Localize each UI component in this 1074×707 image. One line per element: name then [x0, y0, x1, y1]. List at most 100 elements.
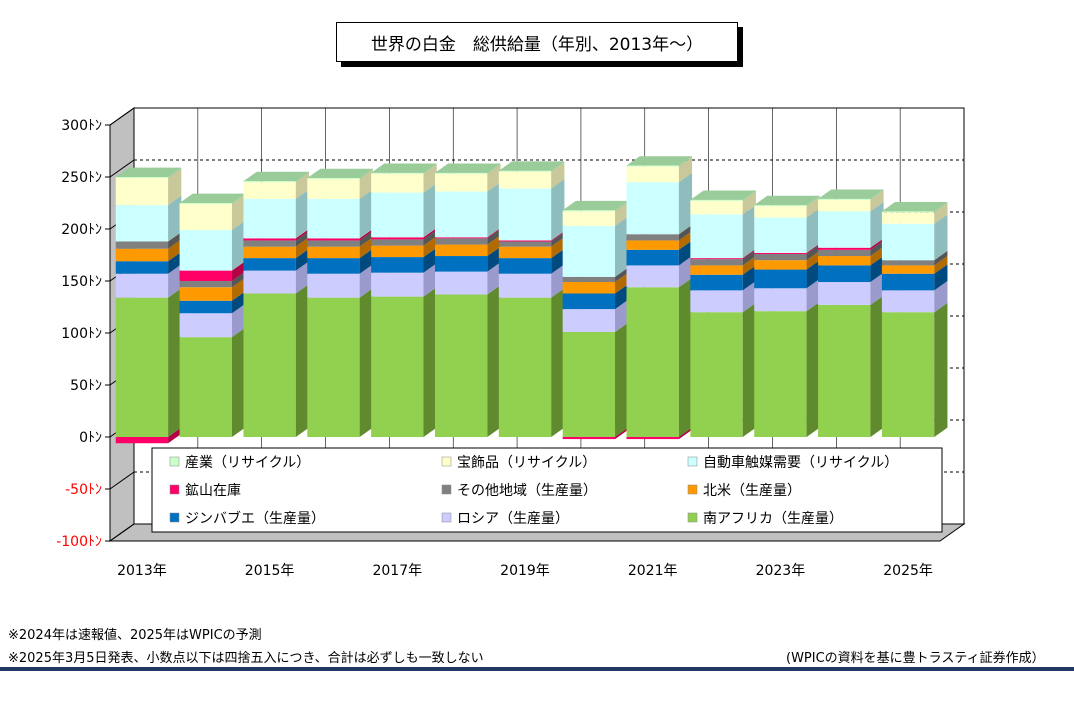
bar-segment: [243, 246, 296, 259]
bar-segment-side: [231, 194, 246, 231]
bar-segment: [371, 173, 424, 193]
bar-segment-side: [551, 161, 565, 172]
bar-segment: [434, 238, 488, 245]
bar-top: [179, 193, 246, 203]
bar-segment: [115, 437, 169, 444]
bar-segment-side: [168, 288, 182, 437]
bar-segment-side: [295, 248, 309, 271]
bar-segment: [371, 237, 424, 240]
bar-segment-side: [423, 164, 437, 193]
bar-segment-side: [295, 189, 309, 239]
bar-segment-side: [231, 271, 246, 288]
gridline-side: [109, 523, 135, 542]
gridline-side: [109, 107, 135, 126]
bar-segment-side: [615, 427, 629, 440]
bar-segment: [754, 288, 807, 312]
legend-label: 南アフリカ（生産量）: [703, 511, 843, 527]
bar-segment: [434, 244, 488, 257]
bar-segment: [243, 293, 296, 437]
bar-segment: [243, 240, 296, 247]
bar-segment: [881, 312, 935, 437]
bar-segment-side: [295, 171, 309, 183]
bar-segment-side: [231, 193, 246, 205]
bar-segment-side: [487, 229, 501, 245]
bar-segment-side: [806, 196, 820, 218]
bar-segment-side: [870, 238, 884, 250]
footnote-2: ※2025年3月5日発表、小数点以下は四捨五入につき、合計は必ずしも一致しない: [8, 651, 484, 666]
bar-segment-side: [423, 236, 437, 258]
bar-segment-side: [742, 302, 756, 437]
bar-segment-side: [806, 301, 820, 437]
footnote-1: ※2024年は速報値、2025年はWPICの予測: [8, 628, 262, 643]
bar-segment-side: [870, 240, 884, 257]
bar-segment: [371, 192, 424, 238]
bar-segment: [434, 294, 488, 437]
bar-segment: [562, 309, 616, 332]
bar-segment: [115, 177, 169, 179]
bar-segment-side: [615, 284, 629, 310]
gridline-side: [109, 471, 135, 490]
y-tick-label: 100ﾄﾝ: [61, 326, 102, 342]
legend-label: その他地域（生産量）: [457, 483, 597, 499]
bar-segment-side: [487, 227, 501, 239]
bar-segment-side: [359, 189, 373, 239]
bar-segment: [115, 178, 169, 206]
bar-segment: [371, 239, 424, 246]
bar-segment-side: [678, 172, 693, 235]
bar-segment: [179, 287, 232, 301]
legend-label: 鉱山在庫: [185, 482, 241, 499]
bar-segment: [754, 269, 807, 289]
bar-segment-side: [423, 227, 437, 240]
legend-label: 自動車触媒需要（リサイクル）: [703, 454, 898, 471]
bar-segment: [307, 178, 360, 180]
bar-segment-side: [231, 277, 246, 301]
bar-segment-side: [168, 264, 182, 298]
x-tick-label: 2019年: [500, 563, 550, 579]
bar-segment-side: [168, 195, 182, 242]
bar-segment: [115, 241, 169, 249]
bar-segment: [626, 234, 679, 241]
bar-segment-side: [806, 195, 820, 207]
bar-segment: [690, 199, 743, 201]
bar-segment: [371, 172, 424, 174]
bar-segment-side: [806, 278, 820, 312]
y-tick-label: 0ﾄﾝ: [79, 430, 102, 446]
bar-segment-side: [359, 264, 373, 298]
bar-segment-side: [231, 291, 246, 314]
bar-segment: [562, 276, 616, 283]
bar-segment-side: [487, 163, 501, 174]
bar-segment-side: [487, 182, 501, 238]
bar-segment: [498, 246, 552, 259]
bar-segment: [626, 249, 679, 266]
bar-segment-side: [934, 302, 948, 437]
bar-segment-side: [359, 231, 373, 247]
bar-segment: [434, 237, 488, 239]
bar-segment: [818, 247, 871, 250]
bar-top: [881, 201, 948, 212]
bar-segment: [179, 300, 232, 314]
bar-segment: [179, 337, 232, 437]
bar-segment: [626, 165, 679, 167]
bar-segment-side: [742, 256, 756, 275]
bar-segment-side: [168, 167, 182, 179]
bar-segment-side: [168, 251, 182, 274]
bar-segment-side: [678, 224, 693, 241]
bar-segment: [754, 260, 807, 270]
bar-segment-side: [359, 169, 373, 199]
y-tick-label: 250ﾄﾝ: [61, 170, 102, 186]
bar-segment: [307, 198, 360, 239]
bar-segment-side: [806, 243, 820, 254]
bar-segment: [626, 437, 679, 440]
bar-segment: [562, 210, 616, 212]
bar-segment: [690, 214, 743, 259]
bar-segment: [243, 182, 296, 199]
x-tick-label: 2023年: [756, 563, 806, 579]
bar-segment: [690, 274, 743, 291]
bar-segment-side: [615, 216, 629, 277]
bar-segment: [498, 240, 552, 242]
legend-swatch: [441, 512, 452, 523]
bar-segment-side: [678, 277, 693, 437]
bar-segment: [881, 212, 935, 224]
bar-segment-side: [487, 164, 501, 192]
bar-segment-side: [551, 231, 565, 242]
